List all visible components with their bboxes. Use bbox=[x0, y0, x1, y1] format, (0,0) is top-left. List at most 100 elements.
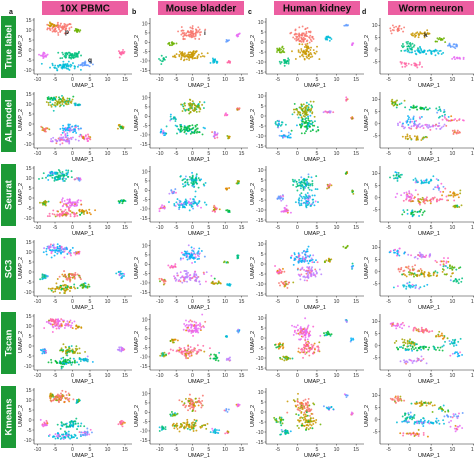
scatter-point bbox=[314, 421, 317, 424]
y-axis-title: UMAP_2 bbox=[18, 35, 24, 57]
y-axis-title: UMAP_2 bbox=[250, 183, 256, 205]
scatter-point bbox=[225, 209, 228, 212]
scatter-point bbox=[61, 247, 64, 250]
scatter-point bbox=[190, 36, 193, 39]
y-tick-label: -15 bbox=[256, 144, 264, 150]
scatter-point bbox=[282, 355, 285, 358]
panel-letter: b bbox=[132, 9, 136, 16]
scatter-point bbox=[405, 41, 408, 44]
scatter-point bbox=[73, 29, 76, 32]
scatter-point bbox=[287, 57, 290, 60]
scatter-point bbox=[75, 345, 78, 348]
x-axis-title: UMAP_1 bbox=[72, 305, 94, 311]
scatter-point bbox=[183, 278, 185, 281]
scatter-point bbox=[44, 351, 47, 354]
y-tick-label: -10 bbox=[140, 59, 148, 65]
scatter-point bbox=[188, 128, 191, 130]
scatter-point bbox=[66, 175, 69, 178]
scatter-point bbox=[401, 65, 404, 68]
scatter-point bbox=[302, 413, 305, 416]
scatter-point bbox=[55, 30, 58, 33]
scatter-point bbox=[189, 256, 192, 259]
scatter-point bbox=[57, 31, 60, 34]
scatter-point bbox=[84, 282, 87, 285]
scatter-point bbox=[74, 273, 77, 276]
scatter-point bbox=[311, 121, 314, 124]
scatter-point bbox=[352, 192, 355, 195]
scatter-point bbox=[187, 425, 190, 428]
scatter-point bbox=[187, 347, 190, 350]
scatter-point bbox=[180, 29, 183, 32]
scatter-point bbox=[54, 318, 57, 321]
scatter-point bbox=[305, 205, 308, 208]
scatter-point bbox=[123, 199, 126, 202]
scatter-point bbox=[311, 106, 314, 108]
scatter-point bbox=[198, 280, 201, 283]
scatter-point bbox=[163, 351, 166, 354]
y-tick-label: 10 bbox=[142, 21, 148, 27]
scatter-point bbox=[308, 36, 311, 39]
scatter-point bbox=[393, 104, 396, 107]
scatter-point bbox=[176, 412, 179, 415]
scatter-point bbox=[49, 397, 52, 400]
scatter-point bbox=[413, 64, 416, 67]
scatter-point bbox=[226, 410, 229, 413]
scatter-point bbox=[293, 253, 296, 256]
scatter-point bbox=[50, 256, 53, 259]
scatter-point bbox=[57, 435, 60, 438]
scatter-point bbox=[70, 273, 73, 276]
scatter-point bbox=[65, 25, 68, 28]
scatter-point bbox=[65, 362, 68, 365]
scatter-point bbox=[80, 212, 83, 214]
scatter-point bbox=[51, 103, 54, 106]
scatter-point bbox=[194, 109, 197, 112]
scatter-point bbox=[187, 130, 190, 133]
scatter-point bbox=[65, 172, 68, 175]
scatter-point bbox=[194, 422, 197, 424]
scatter-point bbox=[194, 31, 197, 34]
scatter-point bbox=[70, 363, 73, 366]
scatter-point bbox=[52, 109, 55, 112]
scatter-point bbox=[325, 331, 328, 334]
scatter-point bbox=[291, 357, 294, 360]
scatter-point bbox=[304, 413, 307, 416]
scatter-point bbox=[285, 204, 288, 207]
scatter-point bbox=[300, 401, 303, 404]
scatter-point bbox=[196, 56, 199, 59]
scatter-point bbox=[76, 65, 79, 68]
scatter-point bbox=[65, 350, 68, 352]
x-tick-label: 10 bbox=[105, 447, 111, 453]
scatter-point bbox=[158, 57, 160, 60]
scatter-point bbox=[195, 420, 198, 422]
scatter-point bbox=[69, 52, 72, 55]
scatter-point bbox=[299, 194, 302, 197]
scatter-point bbox=[203, 326, 205, 329]
x-tick-label: 15 bbox=[353, 151, 359, 157]
scatter-point bbox=[190, 354, 193, 357]
scatter-point bbox=[298, 258, 300, 261]
scatter-point bbox=[48, 433, 51, 436]
scatter-point bbox=[309, 130, 312, 133]
x-tick-label: 15 bbox=[122, 447, 128, 453]
scatter-point bbox=[309, 427, 312, 429]
scatter-point bbox=[66, 140, 69, 143]
scatter-point bbox=[192, 401, 195, 404]
scatter-point bbox=[300, 202, 303, 205]
scatter-point bbox=[88, 65, 91, 68]
x-tick-label: 15 bbox=[122, 77, 128, 83]
scatter-point bbox=[238, 108, 241, 111]
scatter-point bbox=[300, 48, 303, 50]
scatter-point bbox=[305, 428, 308, 431]
y-tick-label: 5 bbox=[29, 112, 32, 118]
scatter-point bbox=[180, 251, 183, 254]
scatter-point bbox=[188, 57, 191, 60]
scatter-point bbox=[66, 434, 68, 437]
scatter-point bbox=[188, 402, 191, 405]
scatter-point bbox=[65, 205, 68, 208]
y-tick-label: -15 bbox=[256, 292, 264, 298]
scatter-point bbox=[86, 433, 89, 436]
scatter-point bbox=[314, 52, 317, 55]
scatter-point bbox=[290, 129, 293, 132]
scatter-point bbox=[316, 188, 319, 191]
